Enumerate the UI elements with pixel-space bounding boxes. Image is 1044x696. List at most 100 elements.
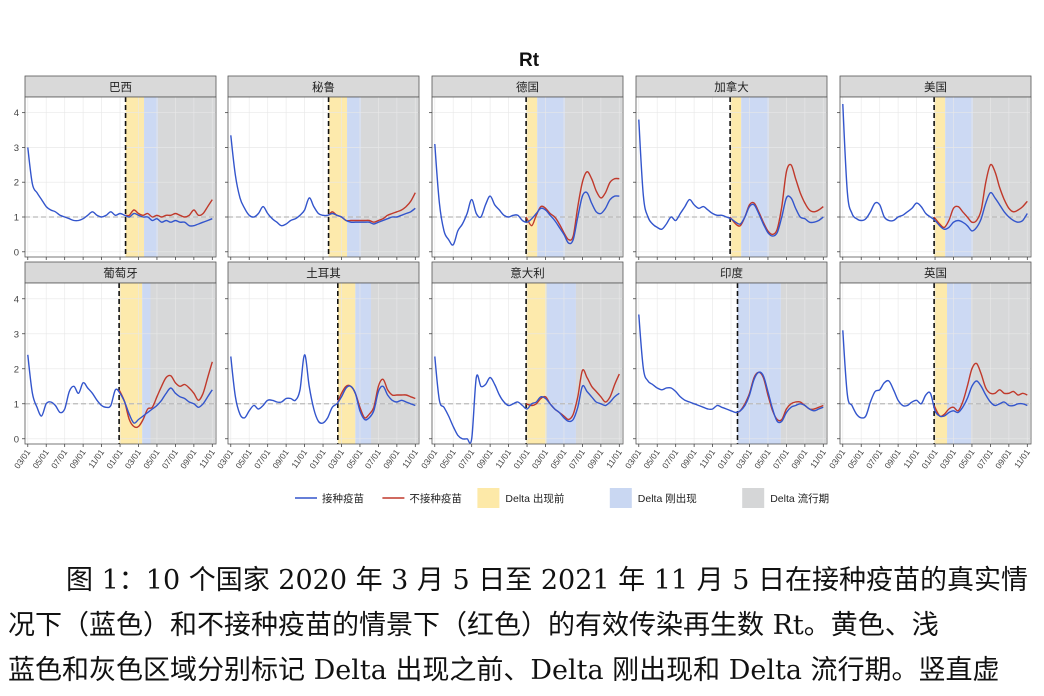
x-tick-label: 03/01 bbox=[326, 447, 347, 470]
x-tick-label: 03/01 bbox=[419, 447, 440, 470]
period-band-delta-emerging bbox=[537, 97, 565, 257]
series-vaccinated-line bbox=[842, 103, 1028, 232]
x-tick-label: 03/01 bbox=[827, 447, 848, 470]
legend-label: Delta 流行期 bbox=[770, 492, 829, 505]
period-band-delta-dominant bbox=[575, 283, 623, 444]
period-band-pre-delta bbox=[526, 283, 547, 444]
x-tick-label: 09/01 bbox=[178, 447, 199, 470]
y-tick-label: 2 bbox=[14, 178, 19, 189]
x-tick-label: 07/01 bbox=[252, 447, 273, 470]
x-tick-label: 09/01 bbox=[882, 447, 903, 470]
period-band-delta-emerging bbox=[546, 283, 576, 444]
legend-label: 不接种疫苗 bbox=[409, 492, 462, 505]
caption-text-1: 图 1：10 个国家 2020 年 3 月 5 日至 2021 年 11 月 5… bbox=[66, 565, 1029, 596]
x-tick-label: 01/01 bbox=[511, 447, 532, 470]
legend-item-pre-delta: Delta 出现前 bbox=[477, 488, 564, 508]
panel-title: 秘鲁 bbox=[312, 80, 335, 94]
legend-label: Delta 刚出现 bbox=[638, 492, 697, 505]
x-tick-label: 07/01 bbox=[975, 447, 996, 470]
series-vaccinated-line bbox=[230, 354, 416, 425]
x-tick-label: 07/01 bbox=[864, 447, 885, 470]
y-tick-label: 2 bbox=[14, 364, 19, 375]
y-tick-label: 4 bbox=[14, 294, 19, 305]
legend-label: Delta 出现前 bbox=[505, 492, 564, 505]
legend-fill-swatch bbox=[609, 488, 632, 508]
x-tick-label: 07/01 bbox=[567, 447, 588, 470]
panel-title: 英国 bbox=[924, 266, 947, 280]
x-tick-label: 03/01 bbox=[215, 447, 236, 470]
caption-line-3: 蓝色和灰色区域分别标记 Delta 出现之前、Delta 刚出现和 Delta … bbox=[8, 655, 1000, 686]
panel-border bbox=[24, 282, 217, 445]
series-unvaccinated-line bbox=[525, 171, 620, 241]
panel-title: 意大利 bbox=[510, 266, 545, 280]
panel-border bbox=[227, 96, 420, 258]
panel-title: 土耳其 bbox=[306, 267, 341, 280]
period-band-delta-emerging bbox=[347, 97, 361, 257]
period-band-pre-delta bbox=[125, 97, 145, 257]
x-tick-label: 11/01 bbox=[808, 447, 828, 470]
x-tick-label: 05/01 bbox=[233, 447, 254, 470]
period-band-pre-delta bbox=[934, 97, 946, 257]
panel-border bbox=[635, 96, 828, 258]
x-tick-label: 05/01 bbox=[437, 447, 458, 470]
y-tick-label: 0 bbox=[14, 434, 19, 445]
x-tick-label: 11/01 bbox=[901, 447, 921, 470]
x-tick-label: 05/01 bbox=[141, 447, 162, 470]
period-band-delta-emerging bbox=[947, 283, 972, 444]
period-band-delta-emerging bbox=[355, 283, 372, 444]
series-unvaccinated-line bbox=[933, 163, 1028, 229]
legend-item-vaccinated: 接种疫苗 bbox=[295, 492, 364, 505]
x-tick-label: 11/01 bbox=[604, 447, 624, 470]
period-band-delta-dominant bbox=[371, 283, 419, 444]
x-tick-label: 03/01 bbox=[938, 447, 959, 470]
legend-fill-swatch bbox=[742, 488, 765, 508]
x-tick-label: 07/01 bbox=[160, 447, 181, 470]
x-tick-label: 11/01 bbox=[1012, 447, 1032, 470]
caption-line-2: 况下（蓝色）和不接种疫苗的情景下（红色）的有效传染再生数 Rt。黄色、浅 bbox=[8, 610, 939, 641]
panel-border bbox=[839, 282, 1032, 445]
period-band-delta-dominant bbox=[780, 283, 827, 444]
period-band-delta-emerging bbox=[741, 97, 769, 257]
x-tick-label: 09/01 bbox=[993, 447, 1014, 470]
legend-item-unvaccinated: 不接种疫苗 bbox=[382, 492, 462, 505]
panel-title: 加拿大 bbox=[714, 80, 749, 94]
period-band-pre-delta bbox=[934, 283, 948, 444]
series-vaccinated-line bbox=[842, 330, 1028, 419]
panel-border bbox=[839, 96, 1032, 258]
figure: Rt 巴西 0 1 2 3 4 秘鲁 德国 加拿大 美国 葡萄牙 0 1 2 3 4 03/01 05/01 07/0… bbox=[12, 50, 1032, 508]
legend-item-delta-emerging: Delta 刚出现 bbox=[609, 488, 697, 508]
panel-3: 德国 bbox=[429, 75, 624, 260]
panel-10: 英国03/0105/0107/0109/0111/0101/0103/0105/… bbox=[827, 261, 1032, 471]
period-band-delta-dominant bbox=[150, 283, 216, 444]
x-tick-label: 05/01 bbox=[641, 447, 662, 470]
x-tick-label: 11/01 bbox=[289, 447, 309, 470]
series-vaccinated-line bbox=[230, 135, 416, 227]
y-tick-label: 1 bbox=[14, 399, 19, 410]
x-tick-label: 11/01 bbox=[493, 447, 513, 470]
x-tick-label: 03/01 bbox=[623, 447, 644, 470]
period-band-delta-dominant bbox=[360, 97, 419, 257]
x-tick-label: 05/01 bbox=[845, 447, 866, 470]
period-band-delta-dominant bbox=[157, 97, 216, 257]
panel-6: 葡萄牙0123403/0105/0107/0109/0111/0101/0103… bbox=[12, 261, 217, 471]
x-tick-label: 11/01 bbox=[697, 447, 717, 470]
period-band-delta-dominant bbox=[972, 97, 1031, 257]
x-tick-label: 09/01 bbox=[381, 447, 402, 470]
period-band-delta-dominant bbox=[971, 283, 1031, 444]
period-band-pre-delta bbox=[526, 97, 538, 257]
x-tick-label: 05/01 bbox=[956, 447, 977, 470]
x-tick-label: 09/01 bbox=[270, 447, 291, 470]
panel-title: 葡萄牙 bbox=[103, 267, 138, 280]
y-tick-label: 0 bbox=[14, 247, 19, 258]
x-tick-label: 03/01 bbox=[12, 447, 33, 470]
series-unvaccinated-line bbox=[125, 199, 213, 218]
period-band-delta-emerging bbox=[945, 97, 973, 257]
x-tick-label: 07/01 bbox=[49, 447, 70, 470]
x-tick-label: 05/01 bbox=[30, 447, 51, 470]
caption-line-1: 图 1：10 个国家 2020 年 3 月 5 日至 2021 年 11 月 5… bbox=[8, 558, 1038, 603]
panel-9: 印度03/0105/0107/0109/0111/0101/0103/0105/… bbox=[623, 261, 828, 471]
panel-title: 德国 bbox=[516, 80, 539, 94]
chart-title: Rt bbox=[519, 50, 540, 71]
panel-5: 美国 bbox=[837, 75, 1032, 260]
panel-4: 加拿大 bbox=[633, 75, 828, 260]
